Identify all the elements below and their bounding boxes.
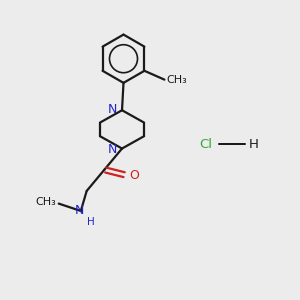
Text: N: N — [75, 205, 84, 218]
Text: H: H — [87, 217, 94, 227]
Text: N: N — [107, 103, 117, 116]
Text: CH₃: CH₃ — [36, 197, 56, 207]
Text: N: N — [107, 143, 117, 156]
Text: O: O — [130, 169, 140, 182]
Text: Cl: Cl — [199, 138, 212, 151]
Text: CH₃: CH₃ — [167, 75, 188, 85]
Text: H: H — [249, 138, 259, 151]
